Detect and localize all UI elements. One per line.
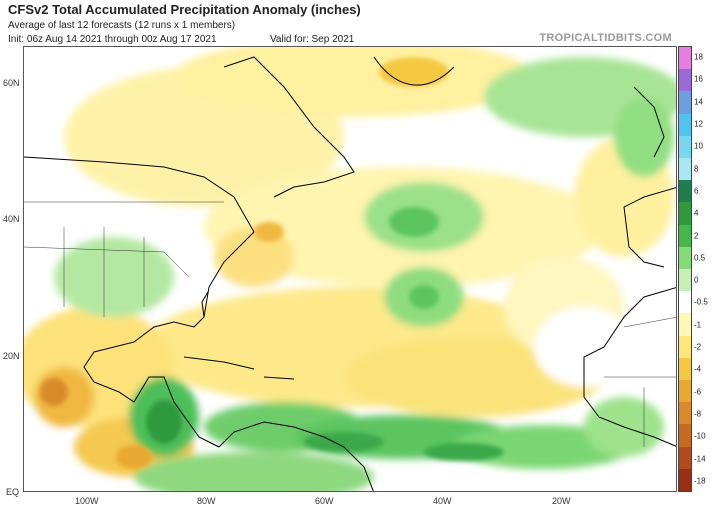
chart-subtitle: Average of last 12 forecasts (12 runs x … [8,20,236,31]
legend-swatch [679,135,691,159]
legend-label: -8 [694,409,702,419]
borders [24,201,676,447]
legend-label: -4 [694,364,702,374]
legend-label: 8 [694,164,699,174]
legend-swatch [679,402,691,425]
legend-swatch [679,424,691,447]
legend-swatch [679,446,691,469]
legend-label: 18 [694,52,703,62]
legend-swatch [679,224,691,247]
legend-label: 0.5 [694,253,706,263]
legend-label: 12 [694,119,703,129]
legend-label: -0.5 [694,297,708,307]
color-legend-labels: 18 16 14 12 10 8 6 4 2 0.5 0 -0.5 -1 -2 -4 -6 -8 -10 -14 -1… [692,46,714,492]
lon-label: 40W [433,496,452,506]
legend-swatch [679,468,691,492]
legend-label: 10 [694,141,703,151]
legend-label: -14 [694,454,706,464]
legend-label: 14 [694,97,703,107]
legend-label: 6 [694,186,699,196]
lat-label: EQ [6,487,20,497]
legend-swatch [679,246,691,270]
legend-swatch [679,291,691,314]
legend-label: 0 [694,275,699,285]
legend-swatch [679,335,691,358]
legend-swatch [679,91,691,114]
legend-swatch [679,380,691,403]
valid-period: Valid for: Sep 2021 [270,34,355,45]
chart-title: CFSv2 Total Accumulated Precipitation An… [8,2,361,17]
legend-label: 4 [694,208,699,218]
lat-label: 20N [3,351,20,361]
lon-label: 80W [197,496,216,506]
legend-label: -18 [694,476,706,486]
legend-swatch [679,47,691,70]
legend-swatch [679,69,691,92]
init-time: Init: 06z Aug 14 2021 through 00z Aug 17… [8,34,217,45]
legend-swatch [679,202,691,225]
lat-label: 40N [3,214,20,224]
legend-label: -2 [694,342,702,352]
brand-watermark: TROPICALTIDBITS.COM [539,32,672,44]
map-canvas [24,47,676,491]
legend-swatch [679,269,691,292]
legend-swatch [679,158,691,181]
color-legend [678,46,692,492]
legend-label: -6 [694,387,702,397]
legend-label: 16 [694,74,703,84]
lon-label: 60W [315,496,334,506]
legend-swatch [679,113,691,136]
anomaly-map [23,46,677,492]
lat-label: 60N [3,78,20,88]
lon-label: 20W [552,496,571,506]
legend-label: -1 [694,320,702,330]
legend-swatch [679,357,691,381]
legend-label: 2 [694,231,699,241]
coastlines [24,56,676,491]
anomaly-cores [40,57,504,469]
legend-label: -10 [694,431,706,441]
lon-label: 100W [75,496,99,506]
legend-swatch [679,313,691,336]
legend-swatch [679,180,691,203]
